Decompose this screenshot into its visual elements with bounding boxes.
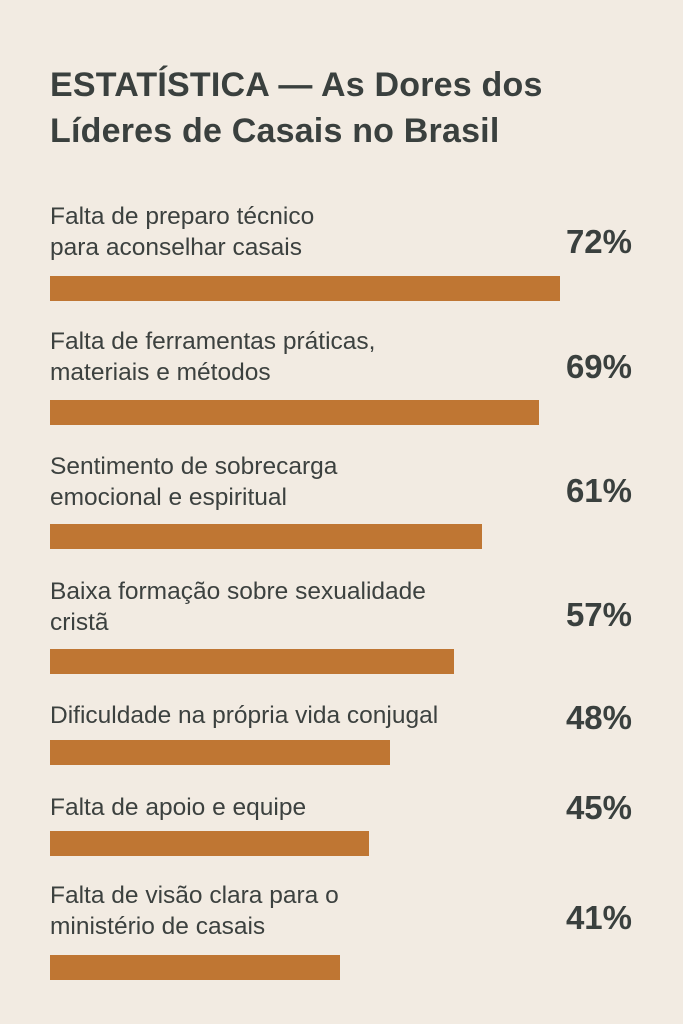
- bar: [50, 831, 369, 856]
- value-label: 61%: [565, 472, 632, 509]
- category-label: Baixa formação sobre sexualidade cristã: [50, 578, 426, 636]
- category-label: Falta de ferramentas práticas, materiais…: [50, 328, 376, 386]
- category-label: Dificuldade na própria vida conjugal: [50, 702, 439, 729]
- value-label: 41%: [565, 899, 632, 936]
- value-label: 57%: [565, 596, 632, 633]
- bar: [50, 955, 340, 980]
- value-label: 72%: [565, 223, 632, 260]
- category-label: Falta de apoio e equipe: [50, 794, 307, 821]
- value-label: 69%: [565, 348, 632, 385]
- bar: [50, 649, 454, 674]
- bar: [50, 276, 560, 301]
- value-label: 48%: [565, 699, 632, 736]
- bar: [50, 400, 539, 425]
- category-label: Falta de visão clara para o ministério d…: [50, 882, 339, 940]
- chart-title: ESTATÍSTICA — As Dores dos Líderes de Ca…: [50, 66, 543, 150]
- value-label: 45%: [565, 789, 632, 826]
- bar: [50, 740, 390, 765]
- bar: [50, 524, 482, 549]
- category-label: Sentimento de sobrecarga emocional e esp…: [50, 453, 338, 511]
- category-label: Falta de preparo técnico para aconselhar…: [50, 203, 315, 261]
